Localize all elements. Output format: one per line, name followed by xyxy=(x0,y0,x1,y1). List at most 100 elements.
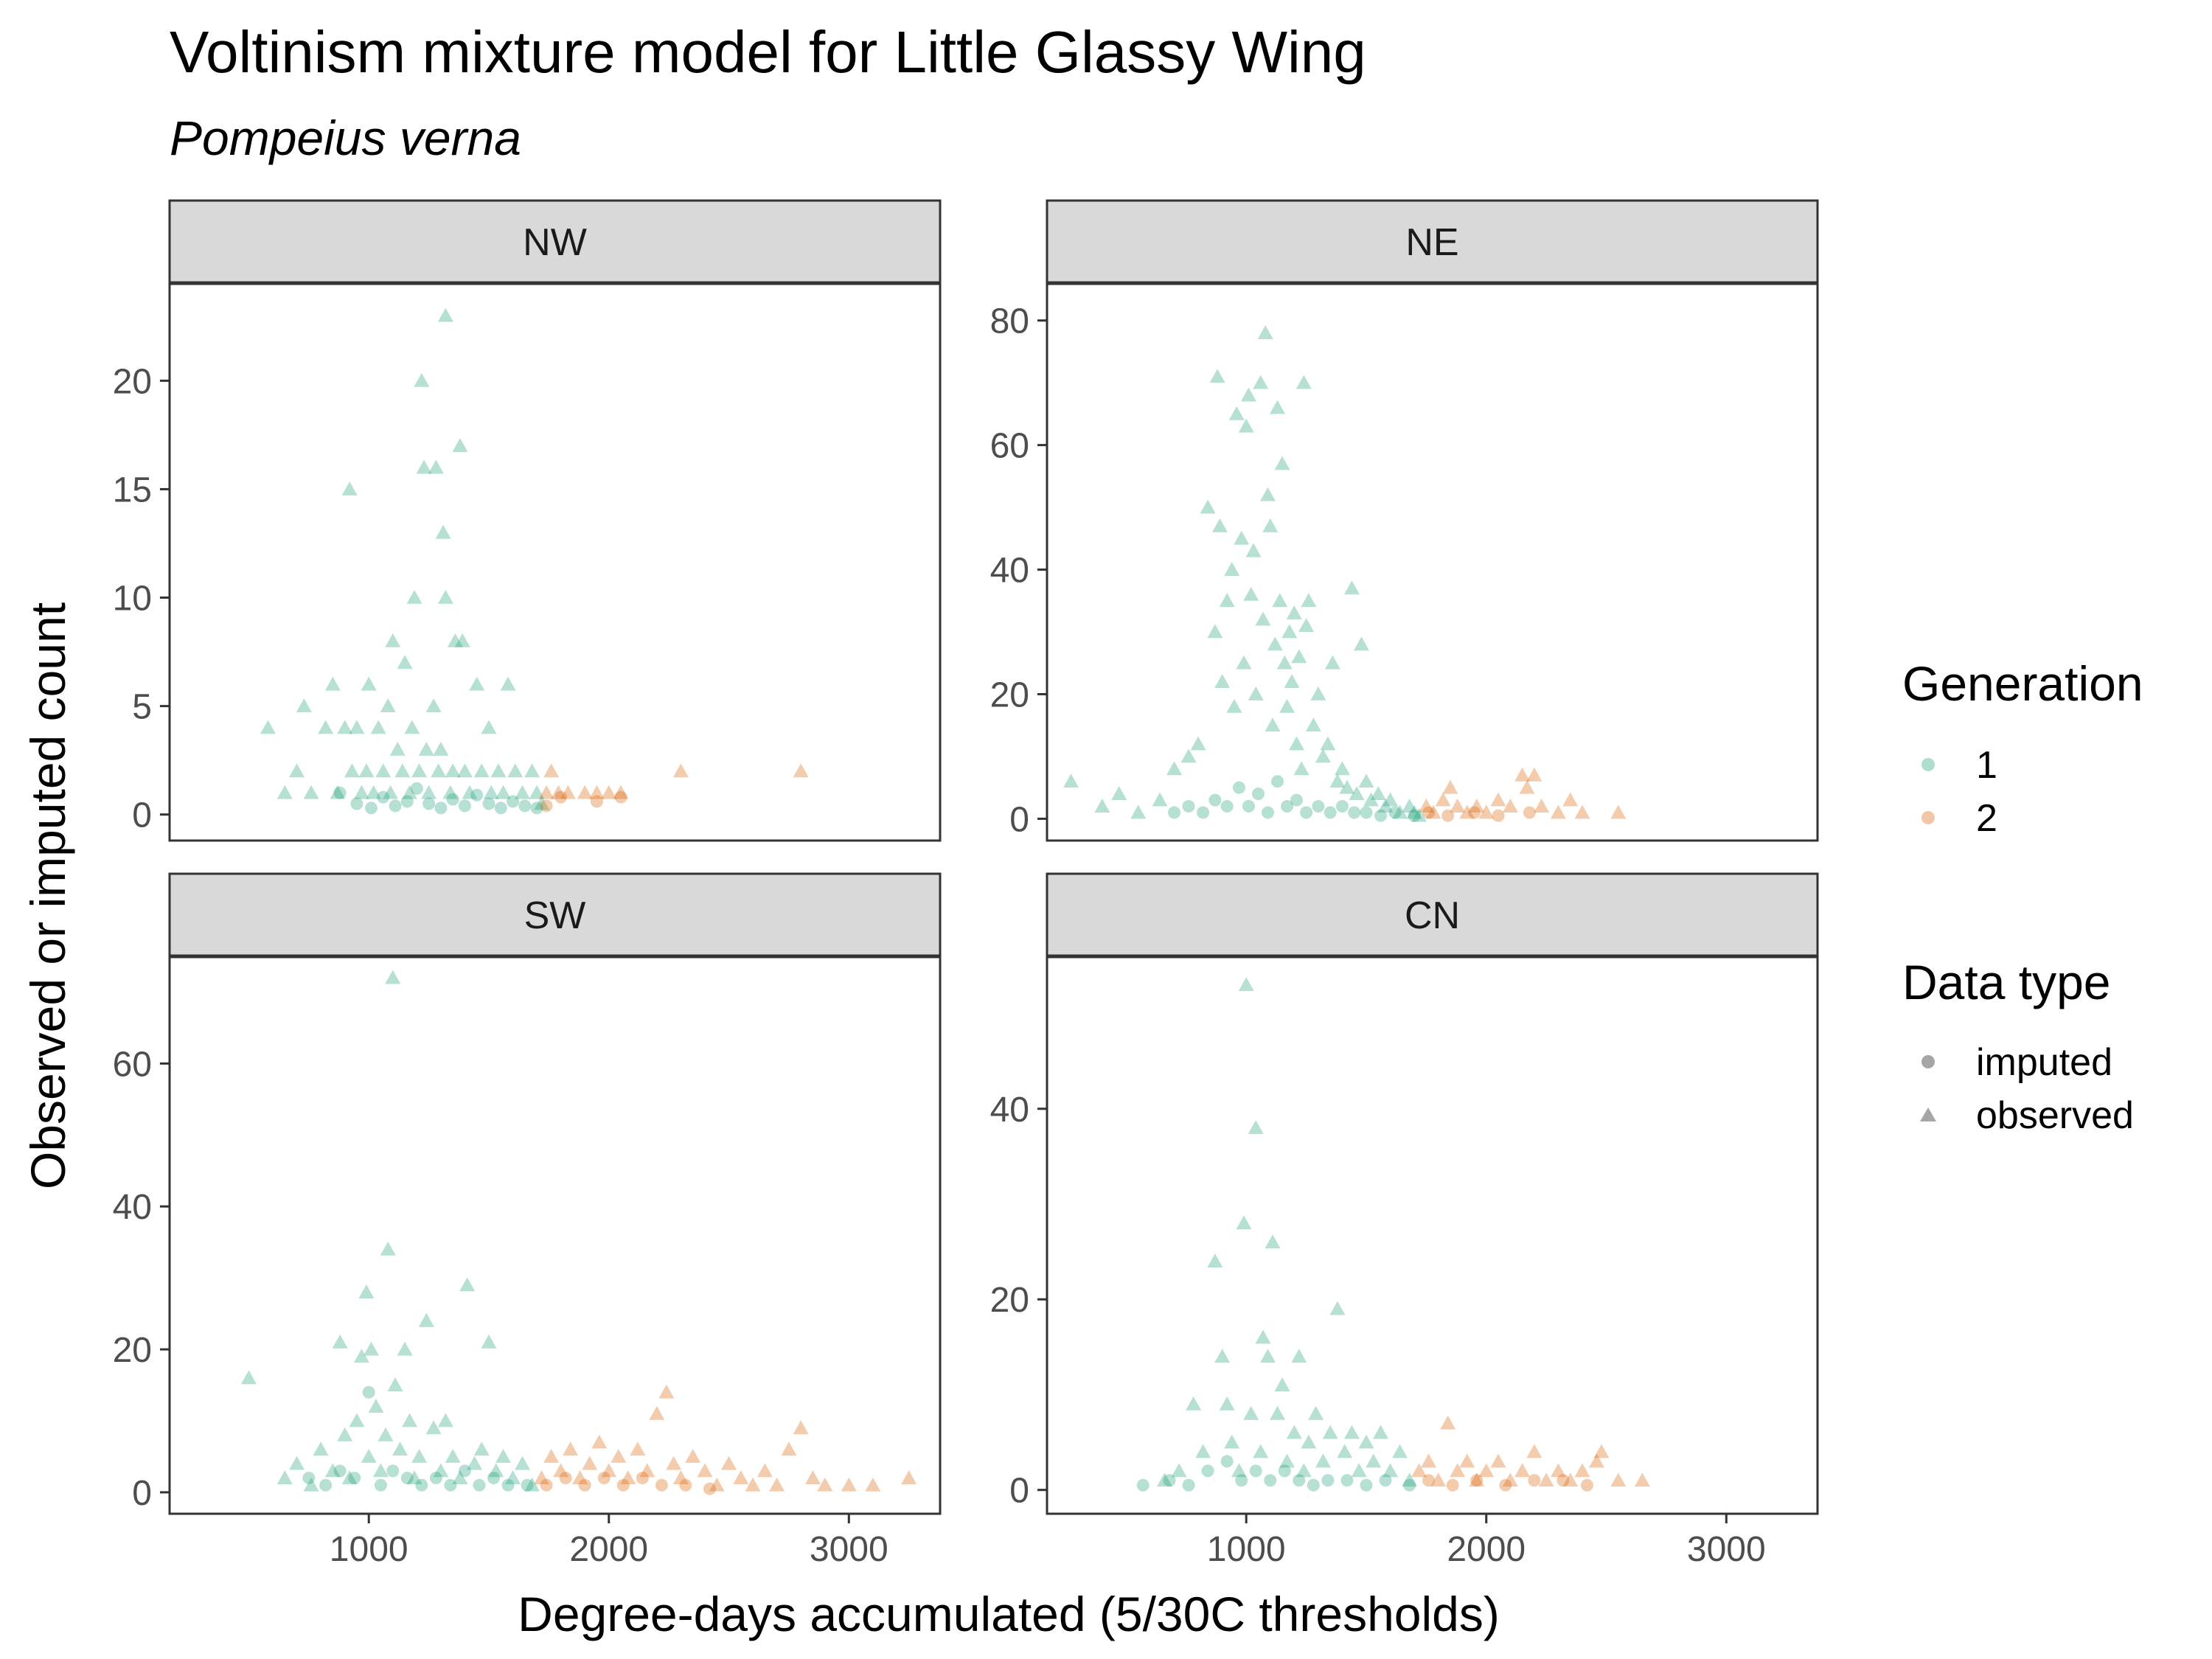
point-observed-gen-1 xyxy=(1315,748,1331,763)
y-tick-label: 20 xyxy=(990,1281,1029,1320)
point-observed-gen-1 xyxy=(1366,1453,1382,1468)
point-observed-gen-1 xyxy=(445,1448,461,1463)
point-layer xyxy=(240,970,917,1495)
point-imputed-gen-1 xyxy=(530,801,543,815)
point-imputed-gen-1 xyxy=(1360,1478,1373,1492)
point-observed-gen-1 xyxy=(349,1413,365,1427)
point-imputed-gen-1 xyxy=(1388,806,1402,819)
point-observed-gen-2 xyxy=(1442,779,1458,794)
point-observed-gen-1 xyxy=(1293,761,1310,776)
point-observed-gen-1 xyxy=(344,763,360,778)
point-observed-gen-1 xyxy=(1406,804,1422,819)
y-tick-label: 10 xyxy=(113,580,152,619)
point-imputed-gen-1 xyxy=(333,1464,347,1478)
panel-nw: NW 0 5 10 15 20 xyxy=(113,199,942,842)
point-imputed-gen-2 xyxy=(1441,809,1455,822)
x-tick-label: 1000 xyxy=(1207,1530,1286,1569)
point-observed-gen-2 xyxy=(1450,1463,1466,1478)
point-observed-gen-1 xyxy=(1343,1425,1360,1439)
point-imputed-gen-1 xyxy=(1281,800,1294,813)
point-observed-gen-1 xyxy=(370,720,386,734)
point-observed-gen-2 xyxy=(901,1470,917,1484)
point-observed-gen-2 xyxy=(1490,792,1506,807)
point-observed-gen-1 xyxy=(1171,1463,1187,1478)
point-imputed-gen-1 xyxy=(415,1478,428,1492)
point-observed-gen-2 xyxy=(1435,792,1451,807)
point-observed-gen-1 xyxy=(456,763,473,778)
point-imputed-gen-1 xyxy=(1242,800,1255,813)
point-imputed-gen-1 xyxy=(470,788,484,801)
point-observed-gen-1 xyxy=(385,970,401,984)
point-observed-gen-2 xyxy=(793,1420,809,1435)
point-imputed-gen-1 xyxy=(521,1478,534,1492)
point-observed-gen-1 xyxy=(1238,977,1254,992)
point-imputed-gen-2 xyxy=(1523,806,1536,819)
point-observed-gen-1 xyxy=(404,720,420,734)
point-observed-gen-1 xyxy=(1392,1444,1408,1458)
point-observed-gen-1 xyxy=(366,785,382,799)
point-observed-gen-2 xyxy=(666,1455,682,1470)
point-observed-gen-1 xyxy=(1265,1234,1281,1249)
point-observed-gen-1 xyxy=(1279,698,1295,713)
point-imputed-gen-1 xyxy=(1312,800,1325,813)
point-imputed-gen-1 xyxy=(1182,800,1195,813)
point-observed-gen-1 xyxy=(1324,655,1340,669)
point-observed-gen-2 xyxy=(733,1470,749,1484)
point-observed-gen-1 xyxy=(1286,605,1302,620)
point-observed-gen-1 xyxy=(529,785,545,799)
point-observed-gen-2 xyxy=(1459,804,1475,819)
point-observed-gen-2 xyxy=(611,1448,627,1463)
point-observed-gen-2 xyxy=(1502,1472,1518,1487)
panel-sw: SW 0 20 40 60 1000 2000 3000 xyxy=(113,872,942,1569)
point-observed-gen-1 xyxy=(507,763,524,778)
point-imputed-gen-1 xyxy=(1262,806,1275,819)
y-tick-label: 5 xyxy=(132,688,152,727)
point-observed-gen-2 xyxy=(1490,1453,1506,1468)
point-observed-gen-1 xyxy=(1207,624,1223,639)
point-observed-gen-2 xyxy=(1574,804,1590,819)
point-observed-gen-1 xyxy=(397,655,413,669)
point-observed-gen-2 xyxy=(1593,1444,1610,1458)
point-observed-gen-1 xyxy=(425,698,442,713)
point-observed-gen-2 xyxy=(697,1463,713,1478)
point-observed-gen-1 xyxy=(1315,1453,1331,1468)
point-observed-gen-1 xyxy=(337,1427,353,1441)
point-observed-gen-1 xyxy=(1219,1396,1235,1411)
point-observed-gen-1 xyxy=(433,741,449,756)
point-imputed-gen-1 xyxy=(1290,793,1304,807)
y-tick-label: 20 xyxy=(113,1331,152,1370)
point-observed-gen-2 xyxy=(601,785,617,799)
point-observed-gen-2 xyxy=(560,785,576,799)
point-imputed-gen-1 xyxy=(364,801,378,815)
point-observed-gen-2 xyxy=(1562,792,1579,807)
point-observed-gen-2 xyxy=(1562,1472,1579,1487)
point-observed-gen-2 xyxy=(588,785,605,799)
point-observed-gen-1 xyxy=(289,763,305,778)
point-observed-gen-2 xyxy=(1634,1472,1650,1487)
point-observed-gen-2 xyxy=(572,1470,588,1484)
y-axis-title: Observed or imputed count xyxy=(21,602,75,1189)
point-observed-gen-1 xyxy=(437,1413,453,1427)
point-observed-gen-1 xyxy=(1200,499,1216,514)
point-observed-gen-1 xyxy=(495,1448,512,1463)
point-observed-gen-1 xyxy=(1334,761,1350,776)
point-observed-gen-2 xyxy=(672,1470,689,1484)
point-imputed-gen-1 xyxy=(1335,800,1349,813)
point-imputed-gen-2 xyxy=(540,1478,553,1492)
point-observed-gen-2 xyxy=(1478,1463,1495,1478)
point-observed-gen-1 xyxy=(418,1312,434,1327)
point-observed-gen-1 xyxy=(1219,593,1235,608)
point-observed-gen-1 xyxy=(341,481,358,495)
facet-strip xyxy=(1046,199,1819,285)
point-imputed-gen-2 xyxy=(616,1478,630,1492)
point-observed-gen-2 xyxy=(1478,804,1495,819)
facet-label: NE xyxy=(1405,221,1458,264)
point-imputed-gen-1 xyxy=(348,1472,361,1485)
point-observed-gen-1 xyxy=(361,676,377,691)
point-observed-gen-1 xyxy=(1209,369,1225,383)
x-tick-label: 1000 xyxy=(330,1530,408,1569)
point-observed-gen-1 xyxy=(276,1470,293,1484)
point-imputed-gen-1 xyxy=(507,795,520,808)
panel-area xyxy=(1046,282,1819,842)
point-observed-gen-2 xyxy=(1411,1463,1427,1478)
